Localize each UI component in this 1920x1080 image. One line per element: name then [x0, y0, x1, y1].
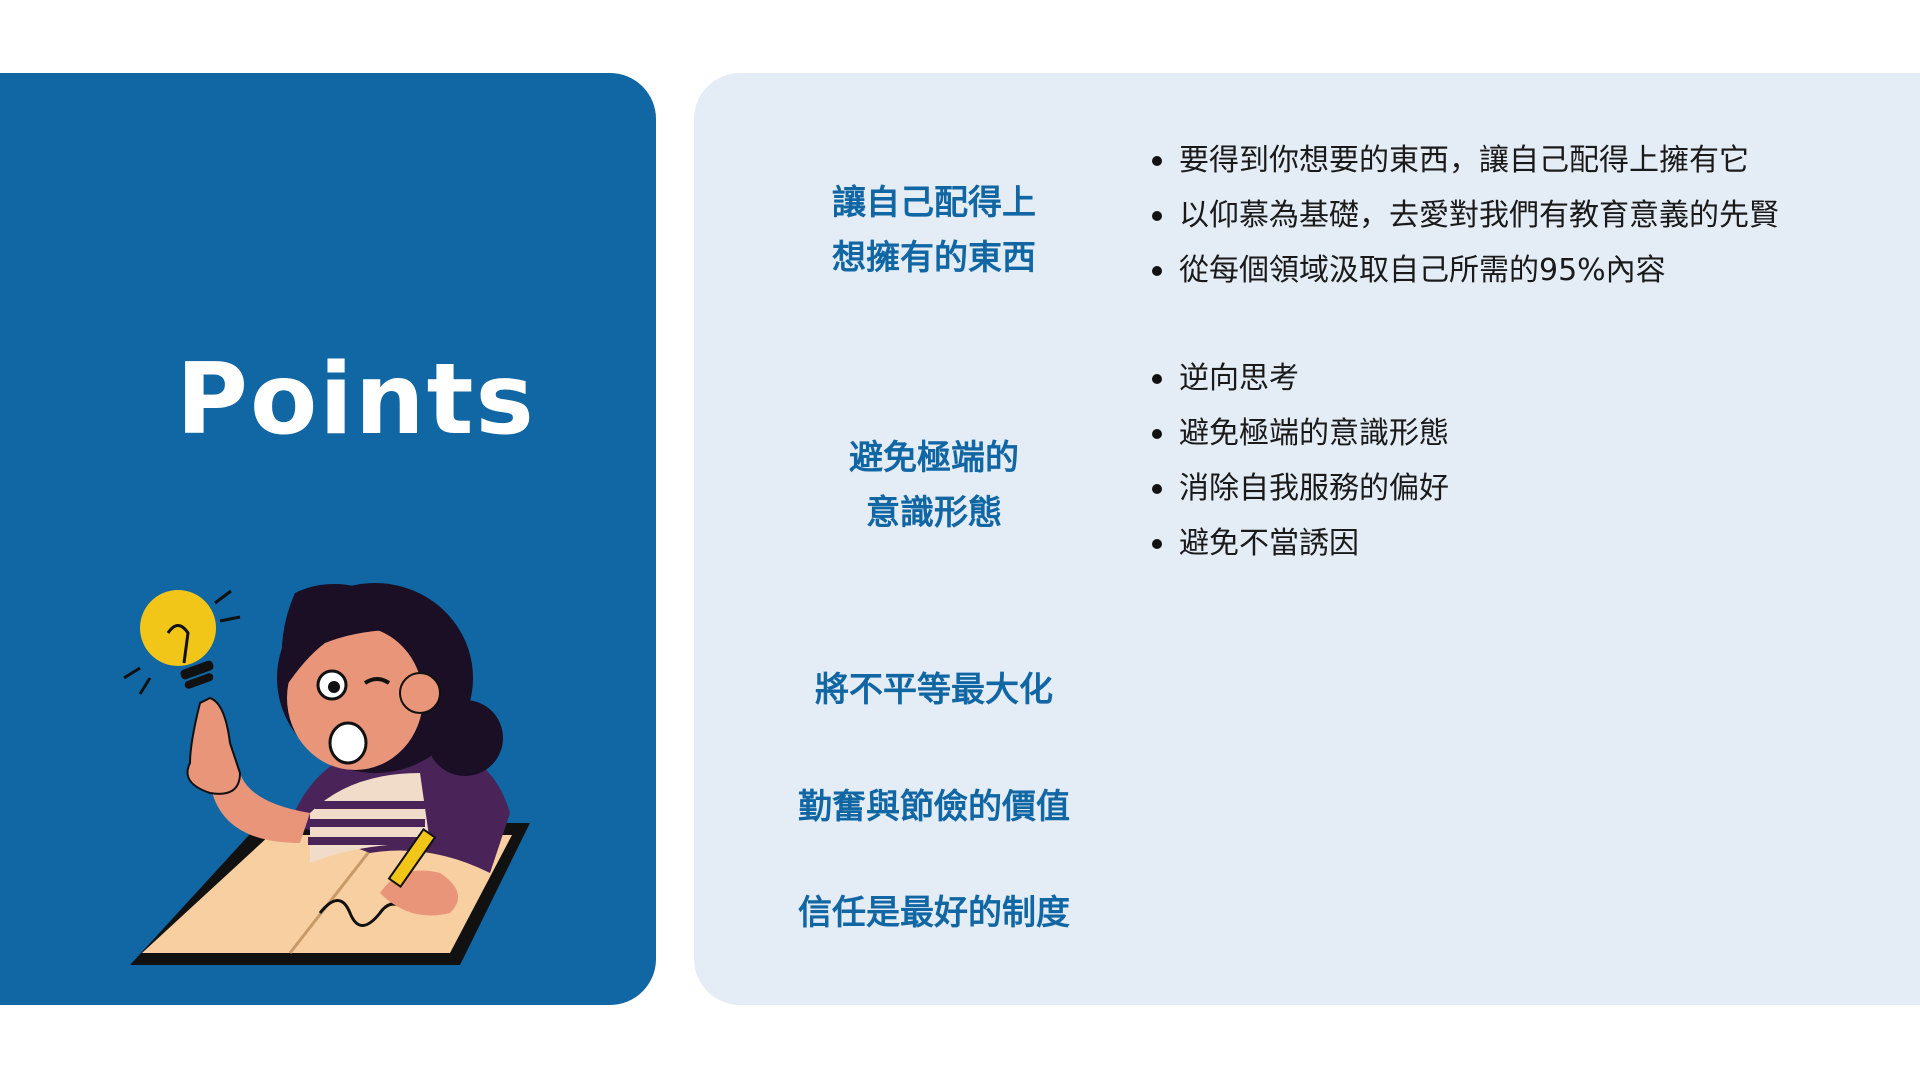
- topic-heading-diligence: 勤奮與節儉的價值: [694, 780, 1174, 835]
- list-item: 避免極端的意識形態: [1149, 406, 1449, 461]
- topic-line: 避免極端的: [849, 438, 1019, 478]
- list-item: 避免不當誘因: [1149, 516, 1449, 571]
- bullet-list-ideology: 逆向思考 避免極端的意識形態 消除自我服務的偏好 避免不當誘因: [1149, 351, 1449, 571]
- topic-line: 讓自己配得上: [832, 183, 1036, 223]
- content-panel: 讓自己配得上 想擁有的東西 要得到你想要的東西，讓自己配得上擁有它 以仰慕為基礎…: [694, 73, 1920, 1005]
- topic-line: 將不平等最大化: [815, 670, 1053, 710]
- topic-heading-ideology: 避免極端的 意識形態: [694, 431, 1174, 541]
- topic-heading-inequality: 將不平等最大化: [694, 663, 1174, 718]
- bullet-list-deserve: 要得到你想要的東西，讓自己配得上擁有它 以仰慕為基礎，去愛對我們有教育意義的先賢…: [1149, 133, 1779, 298]
- list-item: 逆向思考: [1149, 351, 1449, 406]
- topic-line: 意識形態: [866, 493, 1002, 533]
- topic-line: 想擁有的東西: [832, 238, 1036, 278]
- list-item: 以仰慕為基礎，去愛對我們有教育意義的先賢: [1149, 188, 1779, 243]
- list-item: 消除自我服務的偏好: [1149, 461, 1449, 516]
- girl-idea-illustration: [123, 583, 530, 965]
- list-item: 要得到你想要的東西，讓自己配得上擁有它: [1149, 133, 1779, 188]
- topic-line: 勤奮與節儉的價值: [798, 787, 1070, 827]
- list-item: 從每個領域汲取自己所需的95%內容: [1149, 243, 1779, 298]
- topic-line: 信任是最好的制度: [798, 893, 1070, 933]
- title-panel: Points: [0, 73, 656, 1005]
- topic-heading-deserve: 讓自己配得上 想擁有的東西: [694, 176, 1174, 286]
- topic-heading-trust: 信任是最好的制度: [694, 886, 1174, 941]
- slide-title: Points: [176, 343, 536, 457]
